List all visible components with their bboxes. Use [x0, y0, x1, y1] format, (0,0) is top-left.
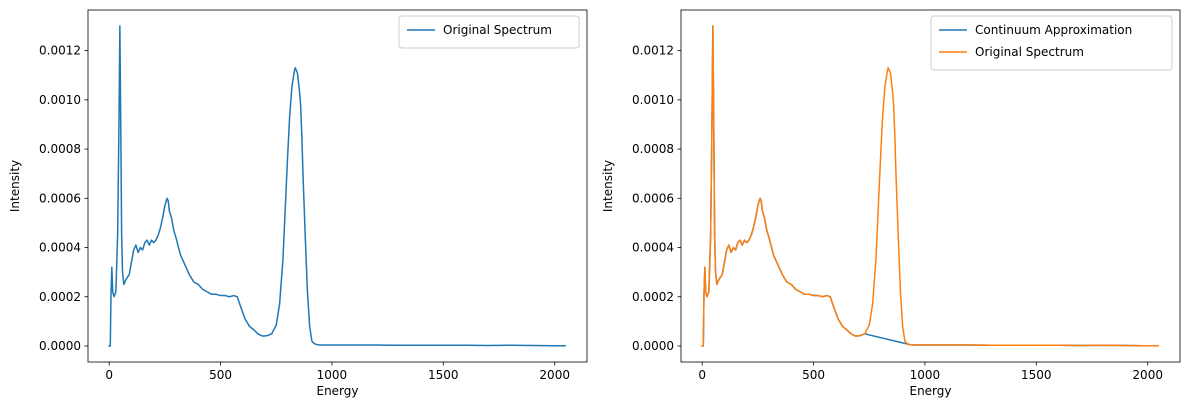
x-tick-label: 0 — [698, 368, 706, 382]
y-tick-label: 0.0002 — [39, 290, 81, 304]
plot-frame — [680, 9, 1181, 363]
x-tick-label: 1500 — [428, 368, 459, 382]
x-tick-label: 0 — [105, 368, 113, 382]
y-tick-label: 0.0002 — [632, 290, 674, 304]
legend-box — [930, 15, 1173, 71]
y-tick-label: 0.0006 — [632, 191, 674, 205]
y-tick-label: 0.0010 — [632, 93, 674, 107]
x-tick-label: 2000 — [1132, 368, 1163, 382]
series-line-2 — [701, 25, 1159, 347]
series-line-1 — [108, 25, 566, 347]
x-tick-label: 500 — [802, 368, 825, 382]
legend-label: Original Spectrum — [975, 45, 1084, 59]
y-tick-label: 0.0006 — [39, 191, 81, 205]
legend-label: Continuum Approximation — [975, 23, 1132, 37]
y-tick-label: 0.0000 — [632, 339, 674, 353]
y-axis-label: Intensity — [601, 160, 615, 212]
x-tick-label: 2000 — [539, 368, 570, 382]
x-axis-label: Energy — [316, 384, 358, 398]
y-axis-label: Intensity — [8, 160, 22, 212]
y-tick-label: 0.0004 — [39, 241, 81, 255]
chart-panel-2: 0 500 1000 1500 2000 0.0000 0.0002 0.0004 0.0006… — [601, 9, 1181, 398]
legend-label: Original Spectrum — [443, 23, 552, 37]
x-tick-label: 1000 — [317, 368, 348, 382]
legend: Continuum Approximation Original Spectrum — [930, 15, 1173, 71]
x-tick-label: 1500 — [1021, 368, 1052, 382]
y-tick-label: 0.0010 — [39, 93, 81, 107]
x-tick-label: 1000 — [910, 368, 941, 382]
x-tick-label: 500 — [209, 368, 232, 382]
y-tick-label: 0.0000 — [39, 339, 81, 353]
legend: Original Spectrum — [398, 15, 580, 49]
y-tick-label: 0.0008 — [39, 142, 81, 156]
y-tick-label: 0.0004 — [632, 241, 674, 255]
y-tick-label: 0.0012 — [39, 44, 81, 58]
y-tick-label: 0.0012 — [632, 44, 674, 58]
x-axis-label: Energy — [909, 384, 951, 398]
chart-panel-1: 0 500 1000 1500 2000 0.0000 0.0002 0.0004 0.0006… — [8, 9, 588, 398]
y-tick-label: 0.0008 — [632, 142, 674, 156]
legend-box — [398, 15, 580, 49]
plot-frame — [87, 9, 588, 363]
